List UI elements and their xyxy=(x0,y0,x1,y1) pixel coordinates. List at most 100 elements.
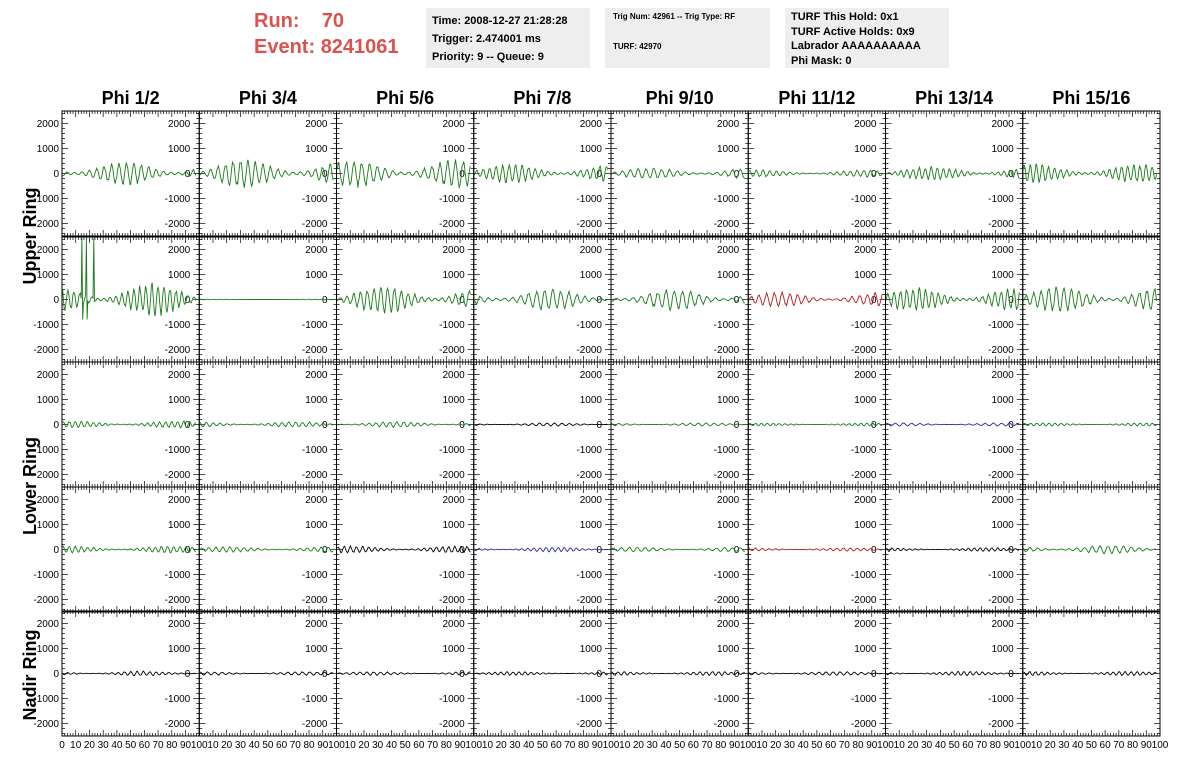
y-tick-label: -2000 xyxy=(165,595,191,606)
waveform-trace xyxy=(62,161,197,186)
y-tick-label: 0 xyxy=(871,295,877,306)
y-tick-label: -1000 xyxy=(988,445,1014,456)
y-tick-label: 2000 xyxy=(168,245,191,256)
y-tick-label: 2000 xyxy=(305,245,328,256)
ring-label: Lower Ring xyxy=(20,437,40,535)
y-tick-label: -1000 xyxy=(714,194,740,205)
y-tick-label: 1000 xyxy=(717,395,740,406)
y-tick-label: -1000 xyxy=(33,445,59,456)
y-tick-label: 0 xyxy=(53,295,59,306)
y-tick-label: -1000 xyxy=(33,570,59,581)
y-tick-label: -1000 xyxy=(439,194,465,205)
y-tick-label: 0 xyxy=(1008,169,1014,180)
waveform-trace xyxy=(748,290,883,308)
y-tick-label: -1000 xyxy=(851,320,877,331)
y-tick-label: -2000 xyxy=(714,470,740,481)
waveform-trace xyxy=(611,167,746,179)
time-info-box: Time: 2008-12-27 21:28:28 Trigger: 2.474… xyxy=(426,8,590,68)
y-tick-label: 1000 xyxy=(168,270,191,281)
y-tick-label: 0 xyxy=(734,295,740,306)
y-tick-label: -1000 xyxy=(33,194,59,205)
y-tick-label: -1000 xyxy=(439,570,465,581)
waveform-trace xyxy=(1023,286,1158,312)
y-tick-label: 0 xyxy=(322,545,328,556)
y-tick-label: 1000 xyxy=(443,270,466,281)
y-tick-label: 0 xyxy=(734,545,740,556)
waveform-trace xyxy=(748,547,883,552)
waveform-trace xyxy=(62,420,197,429)
y-tick-label: 2000 xyxy=(305,370,328,381)
y-tick-label: 1000 xyxy=(580,520,603,531)
column-title: Phi 5/6 xyxy=(376,88,434,108)
y-tick-label: -2000 xyxy=(165,345,191,356)
y-tick-label: 2000 xyxy=(305,119,328,130)
y-tick-label: 2000 xyxy=(580,495,603,506)
y-tick-label: 1000 xyxy=(37,270,60,281)
waveform-trace xyxy=(611,546,745,553)
y-tick-label: -1000 xyxy=(302,194,328,205)
waveform-trace xyxy=(611,422,745,427)
y-tick-label: -1000 xyxy=(576,320,602,331)
y-tick-label: -1000 xyxy=(165,445,191,456)
waveform-trace xyxy=(885,287,1020,312)
column-title: Phi 15/16 xyxy=(1052,88,1130,108)
y-tick-label: -2000 xyxy=(851,595,877,606)
y-tick-label: 0 xyxy=(734,420,740,431)
y-tick-label: -2000 xyxy=(439,219,465,230)
y-tick-label: -2000 xyxy=(851,470,877,481)
y-tick-label: 2000 xyxy=(443,495,466,506)
y-tick-label: -1000 xyxy=(439,445,465,456)
y-tick-label: 2000 xyxy=(992,495,1015,506)
waveform-trace xyxy=(885,422,1020,427)
trigger-info-box: Trig Num: 42961 -- Trig Type: RF TURF: 4… xyxy=(605,8,770,68)
y-tick-label: -2000 xyxy=(988,470,1014,481)
y-tick-label: 0 xyxy=(322,295,328,306)
run-event-label: Run: 70 Event: 8241061 xyxy=(254,8,399,60)
y-tick-label: -2000 xyxy=(988,595,1014,606)
y-tick-label: 1000 xyxy=(717,144,740,155)
y-tick-label: -1000 xyxy=(302,570,328,581)
y-tick-label: -2000 xyxy=(439,470,465,481)
column-title: Phi 7/8 xyxy=(513,88,571,108)
y-tick-label: -1000 xyxy=(33,320,59,331)
y-tick-label: 0 xyxy=(1008,420,1014,431)
y-tick-label: 2000 xyxy=(443,245,466,256)
trigger-line: Trigger: 2.474001 ms xyxy=(432,33,541,45)
y-tick-label: 2000 xyxy=(717,370,740,381)
y-tick-label: -2000 xyxy=(576,470,602,481)
y-tick-label: -2000 xyxy=(33,219,59,230)
y-tick-label: 0 xyxy=(459,420,465,431)
y-tick-label: 1000 xyxy=(168,395,191,406)
waveform-trace xyxy=(62,238,197,320)
y-tick-label: 2000 xyxy=(580,370,603,381)
y-tick-label: 1000 xyxy=(443,144,466,155)
y-tick-label: 2000 xyxy=(37,370,60,381)
y-tick-label: -1000 xyxy=(165,320,191,331)
waveform-trace xyxy=(885,165,1020,181)
waveform-trace xyxy=(62,544,196,554)
y-tick-label: 1000 xyxy=(580,395,603,406)
y-tick-label: -1000 xyxy=(576,570,602,581)
y-tick-label: 2000 xyxy=(37,245,60,256)
event-label: Event: xyxy=(254,36,316,58)
trig-num-line: Trig Num: 42961 -- Trig Type: RF xyxy=(613,12,736,21)
y-tick-label: 2000 xyxy=(992,245,1015,256)
y-tick-label: 0 xyxy=(871,169,877,180)
y-tick-label: 1000 xyxy=(305,270,328,281)
y-tick-label: -2000 xyxy=(33,345,59,356)
turf-active-line: TURF Active Holds: 0x9 xyxy=(791,25,915,38)
y-tick-label: 1000 xyxy=(854,395,877,406)
y-tick-label: -2000 xyxy=(302,470,328,481)
turf-hold-line: TURF This Hold: 0x1 xyxy=(791,11,899,23)
column-title: Phi 13/14 xyxy=(915,88,993,108)
y-tick-label: -2000 xyxy=(439,595,465,606)
y-tick-label: 0 xyxy=(871,420,877,431)
y-tick-label: 1000 xyxy=(992,144,1015,155)
waveform-trace xyxy=(1023,422,1157,427)
y-tick-label: 1000 xyxy=(717,270,740,281)
waveform-trace xyxy=(611,289,746,312)
y-tick-label: -2000 xyxy=(302,345,328,356)
y-tick-label: 2000 xyxy=(580,245,603,256)
y-tick-label: 1000 xyxy=(854,520,877,531)
y-tick-label: -2000 xyxy=(439,345,465,356)
